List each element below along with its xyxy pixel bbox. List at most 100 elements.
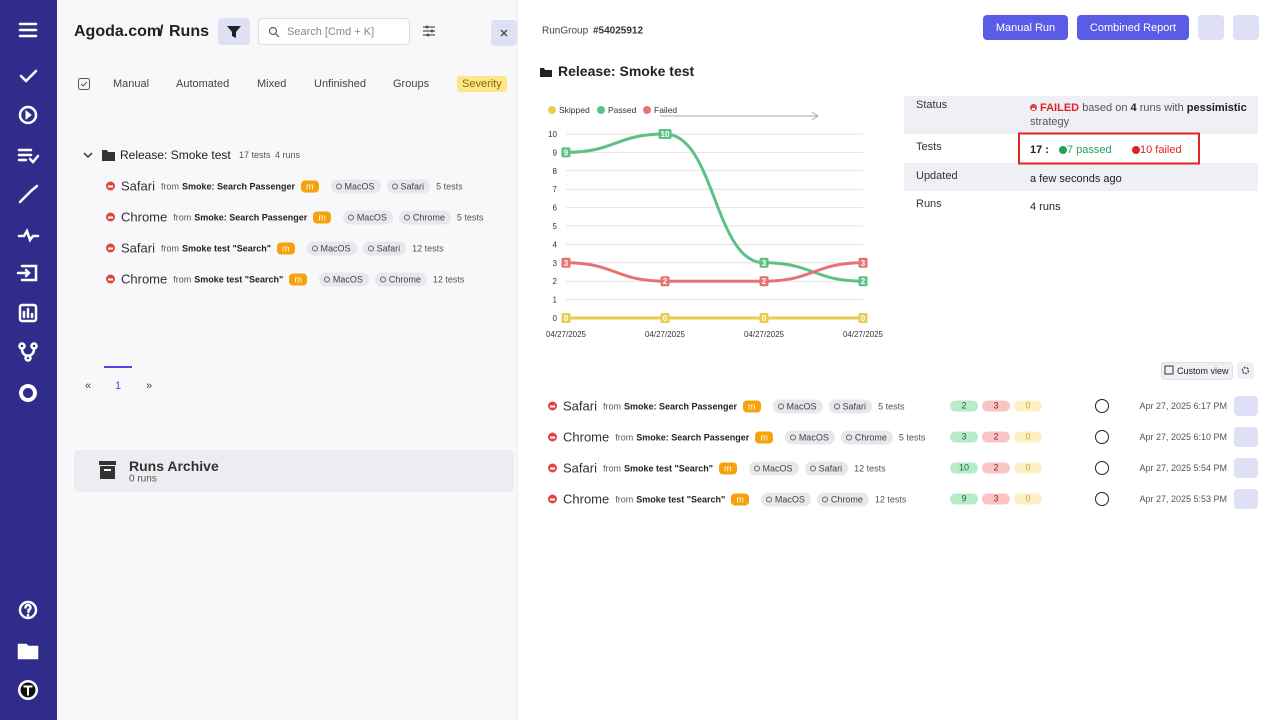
data-point	[858, 257, 868, 268]
y-tick-label: 7	[553, 185, 558, 194]
status-dot	[548, 494, 557, 504]
suite-name: Smoke: Search Passenger	[181, 181, 296, 191]
filter-tab[interactable]: Manual	[113, 78, 150, 90]
y-tick-label: 8	[553, 167, 558, 176]
filter-tab[interactable]: Groups	[393, 78, 430, 90]
os-tag: MacOS	[318, 272, 369, 286]
run-row[interactable]: Safari from Smoke: Search Passenger m MacOS S…	[106, 179, 463, 194]
priority-badge: m	[301, 180, 319, 192]
suite-name: Smoke test "Search"	[181, 243, 272, 253]
updated-value: a few seconds ago	[1030, 173, 1122, 185]
status-text: based on	[1082, 102, 1128, 114]
data-point	[660, 313, 670, 323]
page-number[interactable]: 1	[115, 380, 122, 392]
count-badge: 9	[950, 493, 978, 505]
y-tick-label: 0	[553, 314, 558, 323]
series-line	[565, 261, 864, 283]
count-badge: 3	[982, 493, 1010, 505]
legend-label: Failed	[654, 105, 677, 115]
status-dot	[548, 463, 557, 473]
run-row[interactable]: Safari from Smoke test "Search" m MacOS Safar…	[548, 461, 886, 476]
filter-tab[interactable]: Automated	[176, 78, 230, 90]
data-label: 9	[564, 148, 569, 157]
data-label: 3	[762, 259, 767, 268]
run-row[interactable]: Chrome from Smoke: Search Passenger m MacOS C…	[548, 430, 925, 445]
page-prev[interactable]: «	[85, 380, 92, 392]
y-tick-label: 9	[553, 148, 558, 157]
suite-name: Smoke: Search Passenger	[194, 212, 308, 222]
browser-tag: Safari	[828, 399, 873, 413]
combined-report-button[interactable]: Combined Report	[1077, 15, 1189, 40]
tests-total: 17 :	[1030, 144, 1049, 156]
page-title: Runs	[169, 23, 209, 40]
from-label: from	[615, 494, 634, 504]
user-avatar	[1095, 492, 1109, 506]
runs-value: 4 runs	[1030, 201, 1061, 213]
data-point	[759, 313, 769, 323]
browser-tag: Safari	[386, 179, 431, 193]
run-row[interactable]: Chrome from Smoke test "Search" m MacOS Chrom…	[548, 492, 906, 507]
group-title[interactable]: Release: Smoke test	[120, 148, 231, 162]
legend-marker	[643, 106, 651, 114]
priority-badge: m	[313, 211, 331, 223]
tests-count: 5 tests	[456, 212, 484, 222]
row-more-button[interactable]	[1234, 489, 1258, 509]
tests-count: 5 tests	[898, 432, 926, 442]
from-label: from	[173, 274, 192, 284]
suite-name: Smoke test "Search"	[636, 494, 726, 504]
manual-run-button[interactable]: Manual Run	[983, 15, 1068, 40]
row-more-button[interactable]	[1234, 396, 1258, 416]
filter-tab[interactable]: Unfinished	[314, 78, 366, 90]
data-label: 2	[663, 277, 668, 286]
status-dot	[548, 432, 557, 442]
y-tick-label: 6	[553, 204, 558, 213]
breadcrumb-separator: /	[159, 23, 164, 40]
count-badge: 0	[1014, 400, 1042, 412]
count-badge: 3	[982, 400, 1010, 412]
browser-tag: Safari	[804, 461, 849, 475]
browser-tag: Safari	[362, 241, 407, 255]
status-failed: FAILED	[1040, 102, 1080, 114]
status-icon	[1059, 146, 1067, 154]
count-badge: 2	[982, 462, 1010, 474]
from-label: from	[160, 243, 179, 253]
sidebar	[0, 0, 57, 720]
os-tag: MacOS	[784, 430, 835, 444]
y-tick-label: 5	[553, 222, 558, 231]
from-label: from	[602, 463, 621, 473]
status-dot	[106, 274, 115, 284]
legend-label: Skipped	[559, 105, 590, 115]
tests-count: 12 tests	[874, 494, 907, 504]
count-badge: 0	[1014, 493, 1042, 505]
search-input[interactable]: Search [Cmd + K]	[287, 26, 375, 38]
run-row[interactable]: Safari from Smoke test "Search" m MacOS Safar…	[106, 241, 444, 256]
priority-badge: m	[289, 273, 307, 285]
run-name: Safari	[563, 460, 597, 476]
org-name[interactable]: Agoda.com	[74, 23, 162, 40]
priority-badge: m	[731, 493, 749, 505]
series-line	[565, 132, 864, 283]
run-name: Safari	[563, 398, 597, 414]
tests-count: 5 tests	[436, 181, 463, 191]
filter-tab[interactable]: Mixed	[257, 78, 287, 90]
data-label: 10	[661, 130, 670, 139]
run-row[interactable]: Chrome from Smoke: Search Passenger m MacOS C…	[106, 210, 483, 225]
status-dot	[106, 212, 115, 222]
row-more-button[interactable]	[1234, 458, 1258, 478]
from-label: from	[173, 212, 192, 222]
data-point	[658, 129, 672, 139]
run-row[interactable]: Safari from Smoke: Search Passenger m MacOS S…	[548, 399, 905, 414]
more-button[interactable]	[1198, 15, 1224, 40]
archive-title[interactable]: Runs Archive	[129, 458, 219, 474]
count-badge: 0	[1014, 431, 1042, 443]
suite-name: Smoke: Search Passenger	[636, 432, 750, 442]
custom-view-button[interactable]: Custom view	[1177, 366, 1229, 376]
close-button[interactable]	[1233, 15, 1259, 40]
row-more-button[interactable]	[1234, 427, 1258, 447]
data-label: 3	[564, 259, 569, 268]
run-row[interactable]: Chrome from Smoke test "Search" m MacOS Chrom…	[106, 272, 464, 287]
filter-tab[interactable]: Severity	[457, 76, 507, 92]
page-next[interactable]: »	[146, 380, 153, 392]
